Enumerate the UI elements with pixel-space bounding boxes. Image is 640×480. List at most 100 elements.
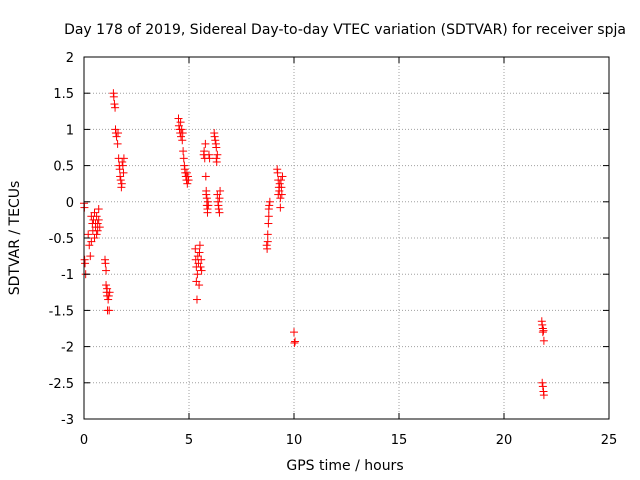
data-point (202, 190, 211, 199)
data-point (92, 230, 101, 239)
y-axis-ticks: -3 -2.5 -2 -1.5 -1 -0.5 0 0.5 1 1.5 2 (49, 51, 609, 428)
y-tick-label: 1 (66, 123, 74, 138)
data-point (205, 154, 214, 163)
y-tick-label: -0.5 (49, 232, 74, 247)
chart-title: Day 178 of 2019, Sidereal Day-to-day VTE… (64, 22, 626, 38)
data-point (174, 114, 183, 123)
x-tick-label: 10 (286, 433, 303, 448)
data-point (114, 129, 123, 138)
x-tick-label: 20 (496, 433, 513, 448)
data-point (118, 161, 127, 170)
data-point (539, 326, 548, 335)
data-point (263, 244, 272, 253)
data-point (105, 288, 114, 297)
data-point (263, 230, 272, 239)
data-point (112, 132, 121, 141)
data-point (276, 176, 285, 185)
data-point (117, 179, 126, 188)
data-point (273, 168, 282, 177)
data-point (539, 336, 548, 345)
y-tick-label: -2.5 (49, 377, 74, 392)
data-point (290, 338, 299, 347)
data-point (191, 244, 200, 253)
data-point (183, 179, 192, 188)
y-axis-label: SDTVAR / TECUs (7, 181, 23, 296)
x-tick-label: 25 (601, 433, 618, 448)
grid-lines (84, 57, 609, 419)
data-point (118, 157, 127, 166)
data-point (265, 201, 274, 210)
data-point (215, 208, 224, 217)
y-tick-label: 0 (66, 196, 74, 211)
data-point (179, 147, 188, 156)
data-point (90, 234, 99, 242)
data-point (101, 259, 110, 268)
data-point (113, 139, 122, 148)
data-point (86, 252, 95, 261)
y-tick-label: -1 (61, 268, 74, 283)
data-point (192, 295, 201, 304)
data-point (177, 125, 186, 134)
data-point (277, 190, 286, 199)
data-point (102, 266, 111, 275)
data-point (94, 205, 103, 214)
data-point (212, 143, 221, 152)
data-point (193, 270, 202, 279)
data-point (183, 172, 192, 181)
data-point (116, 176, 125, 185)
x-axis-ticks: 0 5 10 15 20 25 (80, 57, 617, 448)
data-point (202, 194, 211, 203)
data-point (177, 132, 186, 141)
data-point (275, 179, 284, 188)
data-point (264, 212, 273, 221)
data-point (195, 248, 204, 257)
data-point (110, 100, 119, 109)
data-points (80, 89, 548, 400)
data-point (182, 168, 191, 177)
data-point (538, 328, 547, 337)
data-point (204, 150, 213, 159)
data-point (109, 92, 118, 101)
data-point (193, 252, 202, 261)
data-point (102, 281, 111, 290)
data-point (90, 208, 99, 217)
data-point (276, 194, 285, 203)
data-point (277, 183, 286, 192)
data-point (178, 136, 187, 145)
data-point (197, 255, 206, 264)
data-point (204, 201, 213, 210)
data-point (210, 132, 219, 141)
data-point (119, 154, 128, 163)
data-point (212, 157, 221, 166)
y-tick-label: -3 (61, 413, 74, 428)
data-point (184, 176, 193, 185)
data-point (92, 212, 101, 221)
data-point (264, 219, 273, 228)
data-point (265, 197, 274, 206)
data-point (195, 241, 204, 250)
data-point (291, 337, 300, 346)
data-point (104, 295, 113, 304)
data-point (201, 172, 210, 181)
data-point (538, 382, 547, 391)
data-point (93, 219, 102, 228)
y-tick-label: 0.5 (53, 160, 74, 175)
data-point (93, 226, 102, 235)
data-point (116, 172, 125, 181)
x-tick-label: 0 (80, 433, 88, 448)
data-point (119, 168, 128, 177)
data-point (178, 129, 187, 138)
data-point (278, 172, 287, 181)
data-point (203, 208, 212, 217)
data-point (104, 291, 113, 300)
data-point (213, 150, 222, 159)
data-point (215, 194, 224, 203)
y-tick-label: 2 (66, 51, 74, 66)
data-point (263, 237, 272, 246)
data-point (290, 328, 298, 337)
data-point (85, 241, 94, 250)
data-point (538, 378, 547, 387)
data-point (179, 154, 188, 163)
data-point (94, 215, 103, 224)
